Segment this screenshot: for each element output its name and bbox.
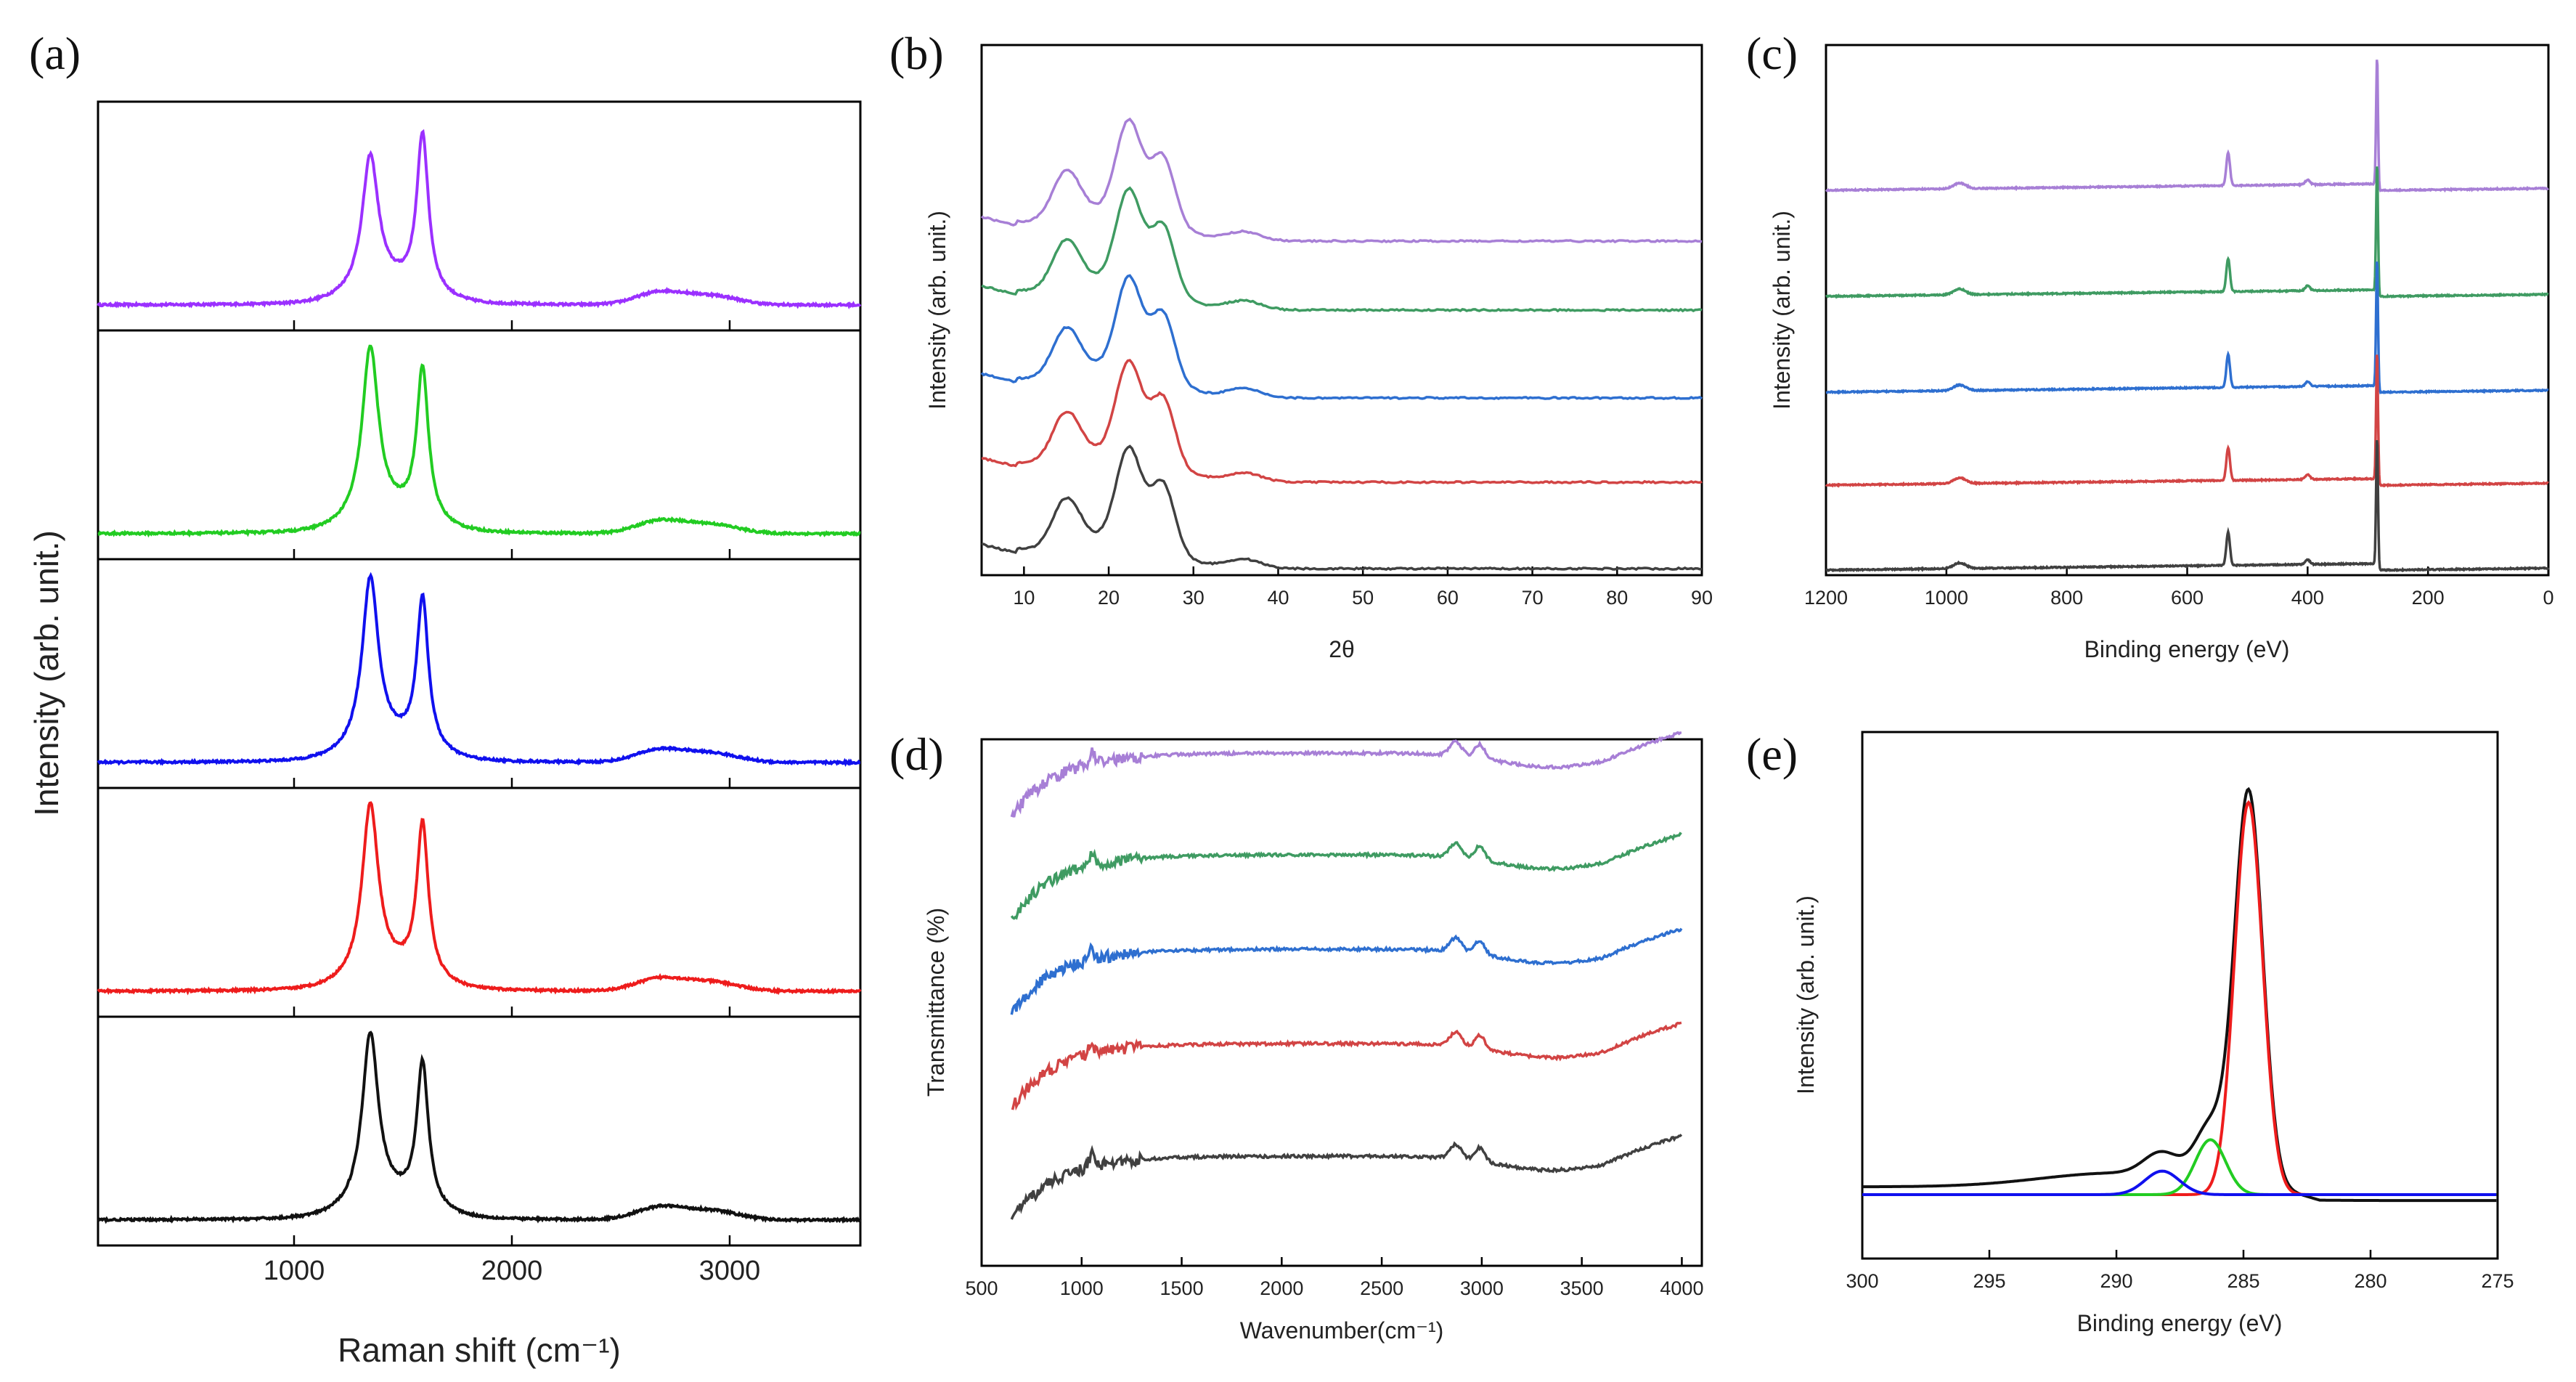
panel-b-series-gray (981, 444, 1703, 572)
panel-a-xtick-label: 2000 (481, 1256, 543, 1286)
panel-a-series-black (97, 1031, 862, 1224)
panel-a-xlabel: Raman shift (cm⁻¹) (338, 1331, 621, 1369)
panel-a-series-blue (97, 572, 861, 768)
panel-d-ticks: 500 1000 1500 2000 2500 3000 3500 4000 (965, 1257, 1703, 1299)
panel-c-series-brick (1825, 354, 2549, 488)
panel-a-series (97, 129, 862, 1224)
panel-c-label: (c) (1746, 28, 1798, 79)
panel-a-series-green (97, 344, 861, 538)
panel-b-xtick-label: 90 (1691, 587, 1713, 609)
panel-e: (e) 300 295 290 285 280 275 Binding energy (e… (1746, 728, 2514, 1336)
panel-c-xtick-label: 600 (2171, 587, 2204, 609)
panel-d-label: (d) (889, 728, 944, 780)
panel-d-xtick-label: 1500 (1160, 1277, 1204, 1299)
panel-a-series-purple (97, 129, 862, 309)
panel-c-frame (1825, 44, 2550, 577)
panel-b: (b) 10 20 30 40 50 60 70 80 90 2θ Intensity (arb… (889, 28, 1713, 662)
panel-b-xtick-label: 50 (1352, 587, 1374, 609)
panel-c-series-teal (1825, 166, 2549, 299)
panel-c-series-lavender (1825, 60, 2550, 193)
panel-d-xtick-label: 4000 (1660, 1277, 1703, 1299)
panel-d-series-steel (1010, 927, 1683, 1015)
panel-c-xtick-label: 0 (2543, 587, 2553, 609)
panel-a: (a) 1000 2000 3000 Raman shift (cm⁻¹) Inte… (28, 28, 862, 1369)
panel-a-xtick-label: 3000 (699, 1256, 761, 1286)
panel-d-xtick-label: 3000 (1460, 1277, 1504, 1299)
panel-d-series (1010, 731, 1683, 1220)
panel-b-xtick-label: 20 (1098, 587, 1120, 609)
panel-b-ylabel: Intensity (arb. unit.) (924, 211, 950, 410)
panel-e-label: (e) (1746, 728, 1798, 780)
panel-a-label: (a) (29, 28, 81, 79)
panel-d-series-teal (1010, 832, 1682, 920)
panel-c-ticks: 1200 1000 800 600 400 200 0 (1804, 566, 2554, 609)
panel-e-component-C=O (1862, 1169, 2497, 1196)
panel-e-xtick-label: 280 (2354, 1270, 2387, 1292)
panel-b-xtick-label: 30 (1183, 587, 1205, 609)
panel-e-xtick-label: 295 (1973, 1270, 2005, 1292)
panel-d-xtick-label: 500 (965, 1277, 998, 1299)
panel-d: (d) 500 1000 1500 2000 2500 3000 3500 4000 Wave… (889, 728, 1703, 1344)
panel-e-component-envelope (1862, 786, 2497, 1203)
panel-c-series (1825, 60, 2550, 573)
panel-b-ticks: 10 20 30 40 50 60 70 80 90 (1013, 566, 1713, 609)
panel-b-xtick-label: 80 (1606, 587, 1628, 609)
panel-c-series-gray (1825, 440, 2550, 573)
panel-d-frame (980, 738, 1703, 1267)
panel-a-ylabel: Intensity (arb. unit.) (28, 530, 65, 816)
panel-d-series-lavender (1010, 731, 1682, 818)
panel-e-component-C-C (1862, 800, 2497, 1196)
panel-e-ylabel: Intensity (arb. unit.) (1793, 895, 1819, 1094)
panel-e-frame (1861, 731, 2499, 1260)
panel-b-series-teal (981, 186, 1703, 313)
panel-b-label: (b) (889, 28, 944, 79)
panel-d-series-brick (1011, 1021, 1682, 1111)
panel-b-xtick-label: 10 (1013, 587, 1035, 609)
panel-a-frame (97, 100, 862, 1247)
panel-a-ticks: 1000 2000 3000 (264, 320, 761, 1286)
panel-c-xlabel: Binding energy (eV) (2084, 636, 2290, 662)
panel-d-xlabel: Wavenumber(cm⁻¹) (1240, 1317, 1444, 1344)
panel-e-series (1862, 786, 2497, 1203)
panel-b-xlabel: 2θ (1329, 636, 1355, 662)
panel-d-series-gray (1010, 1134, 1683, 1220)
panel-e-xtick-label: 285 (2227, 1270, 2259, 1292)
panel-e-ticks: 300 295 290 285 280 275 (1846, 1250, 2514, 1292)
panel-b-xtick-label: 40 (1267, 587, 1289, 609)
panel-d-xtick-label: 1000 (1060, 1277, 1104, 1299)
panel-d-xtick-label: 2500 (1360, 1277, 1403, 1299)
panel-a-xtick-label: 1000 (264, 1256, 325, 1286)
panel-c-series-steel (1825, 261, 2549, 395)
panel-d-xtick-label: 2000 (1260, 1277, 1303, 1299)
panel-b-series-brick (981, 359, 1703, 484)
panel-b-xtick-label: 70 (1522, 587, 1544, 609)
panel-c-xtick-label: 1200 (1804, 587, 1848, 609)
panel-b-series (980, 117, 1703, 572)
panel-c-xtick-label: 1000 (1925, 587, 1968, 609)
panel-a-series-red (97, 801, 862, 996)
panel-e-xlabel: Binding energy (eV) (2077, 1310, 2283, 1336)
panel-e-xtick-label: 300 (1846, 1270, 1878, 1292)
panel-c: (c) 1200 1000 800 600 400 200 0 Binding energy… (1746, 28, 2554, 662)
panel-e-xtick-label: 290 (2100, 1270, 2132, 1292)
panel-c-xtick-label: 800 (2050, 587, 2083, 609)
panel-c-xtick-label: 200 (2412, 587, 2445, 609)
panel-c-xtick-label: 400 (2291, 587, 2324, 609)
panel-b-xtick-label: 60 (1437, 587, 1459, 609)
panel-b-series-steel (980, 274, 1703, 400)
panel-b-series-lavender (980, 117, 1703, 244)
panel-d-ylabel: Transmittance (%) (923, 908, 949, 1097)
panel-e-xtick-label: 275 (2481, 1270, 2514, 1292)
panel-c-ylabel: Intensity (arb. unit.) (1769, 211, 1795, 410)
panel-d-xtick-label: 3500 (1560, 1277, 1604, 1299)
